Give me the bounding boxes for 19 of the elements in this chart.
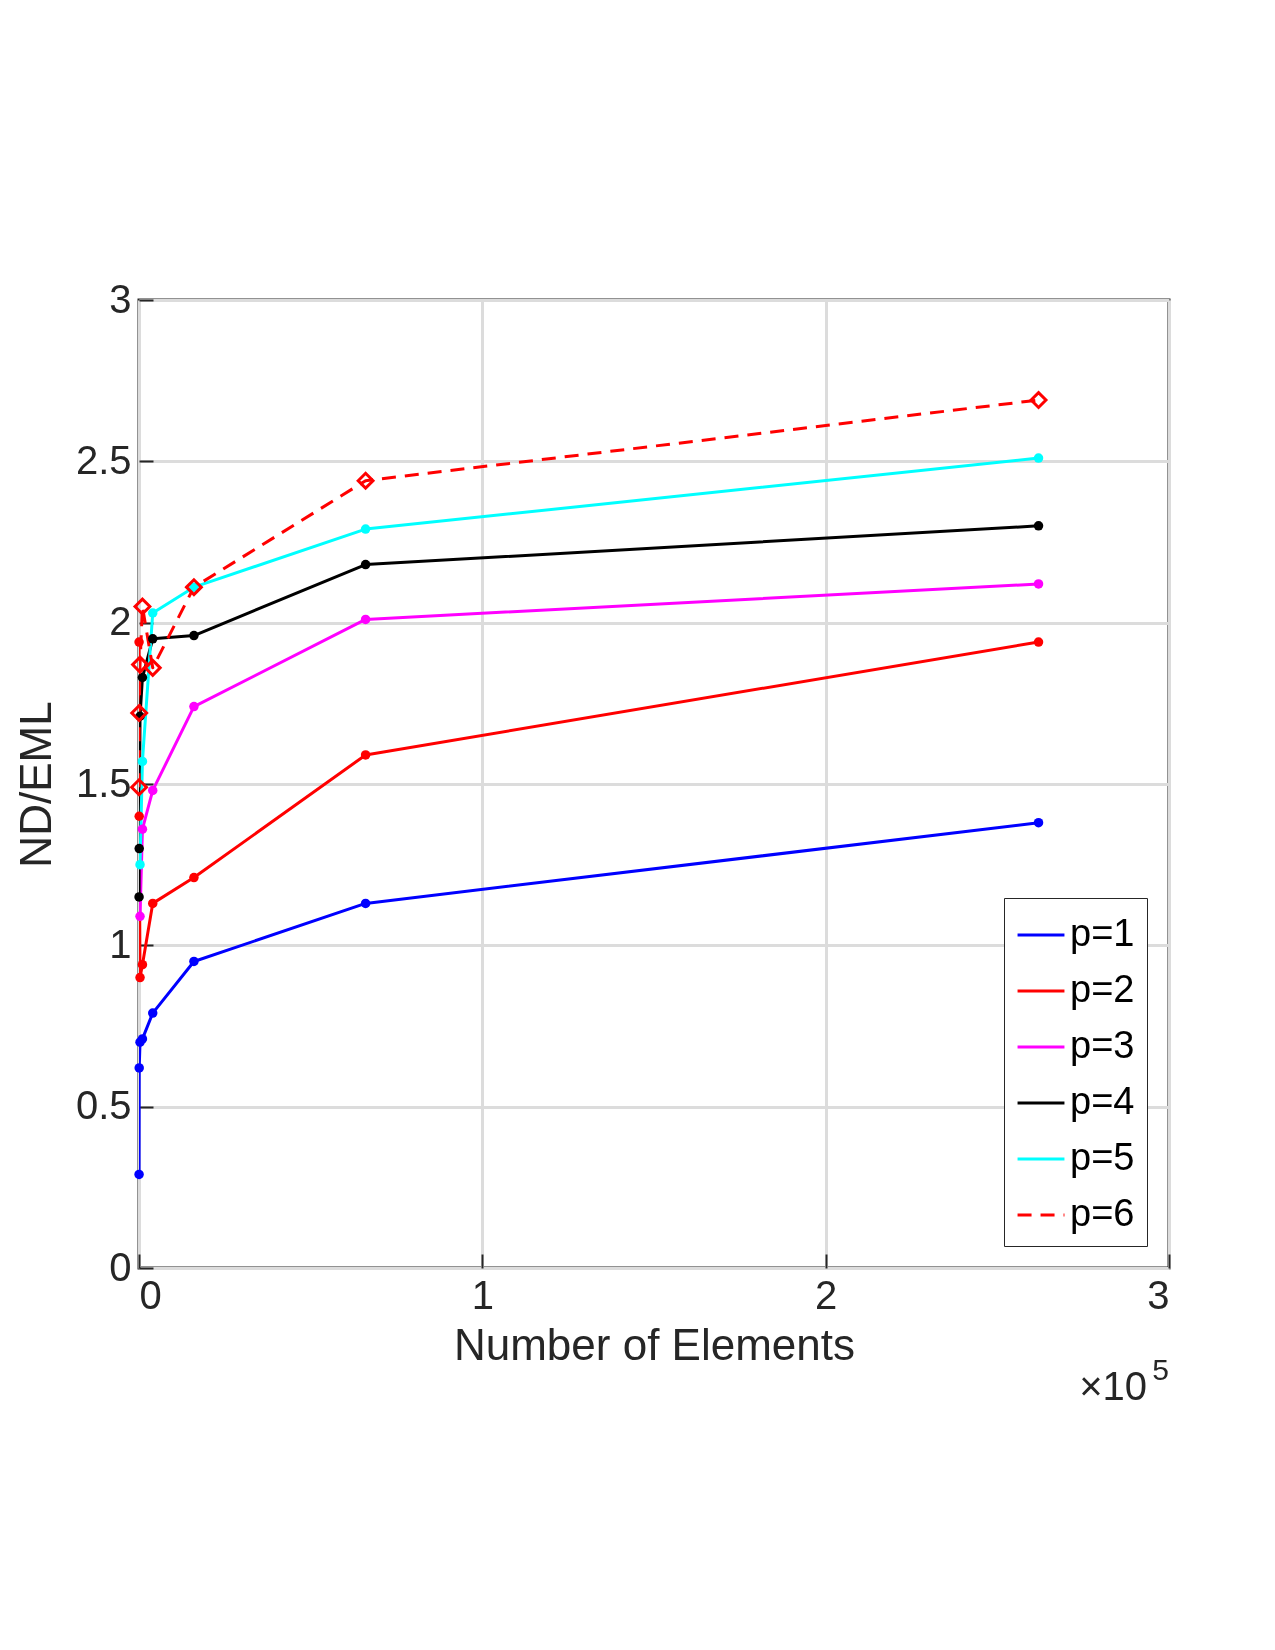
x-tick-label: 3	[1147, 1272, 1170, 1317]
y-tick-label: 2	[109, 599, 132, 644]
x-tick-label: 0	[139, 1272, 162, 1317]
y-axis-title: ND/EML	[10, 701, 60, 868]
legend-label: p=6	[1070, 1192, 1135, 1234]
x-tick-label: 1	[471, 1272, 494, 1317]
legend-label: p=1	[1070, 912, 1135, 954]
legend-label: p=3	[1070, 1024, 1135, 1066]
y-tick-label: 0.5	[75, 1083, 132, 1128]
x-tick-label: 2	[815, 1272, 838, 1317]
legend-label: p=4	[1070, 1080, 1135, 1122]
x-axis-title: Number of Elements	[453, 1319, 856, 1369]
legend-label: p=2	[1070, 968, 1135, 1010]
y-tick-label: 2.5	[75, 437, 132, 482]
legend-label: p=5	[1070, 1136, 1135, 1178]
y-tick-label: 0	[109, 1244, 132, 1289]
y-tick-label: 3	[109, 276, 132, 321]
y-tick-label: 1.5	[75, 760, 132, 805]
y-tick-label: 1	[109, 921, 132, 966]
